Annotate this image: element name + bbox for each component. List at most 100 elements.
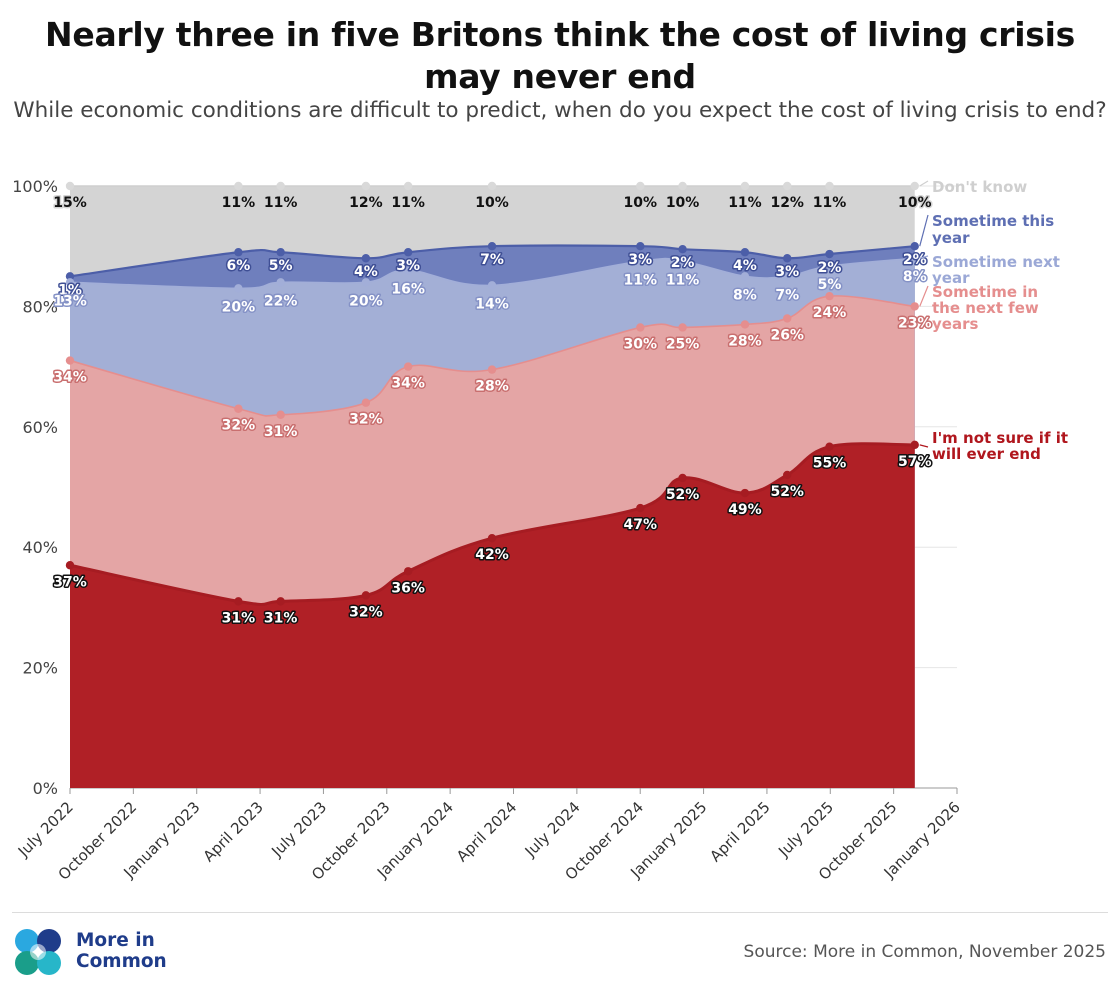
- data-label-nextfew: 32%: [222, 418, 256, 434]
- data-label-thisyear: 4%: [733, 258, 757, 274]
- data-label-nextfew: 32%: [349, 412, 383, 428]
- data-label-nextyear: 16%: [391, 281, 425, 297]
- data-label-dontknow: 12%: [770, 195, 804, 211]
- point-nextfew: [487, 365, 497, 374]
- data-label-dontknow: 11%: [813, 195, 847, 211]
- x-tick-label: July 2025: [774, 798, 837, 861]
- point-never: [276, 597, 285, 606]
- data-label-nextyear: 8%: [903, 269, 927, 285]
- data-label-nextyear: 20%: [349, 293, 383, 309]
- point-nextfew: [910, 302, 919, 311]
- point-nextfew: [740, 320, 750, 329]
- point-dontknow: [487, 181, 497, 191]
- data-label-dontknow: 10%: [475, 195, 509, 211]
- data-label-dontknow: 12%: [349, 195, 383, 211]
- point-thisyear: [910, 242, 919, 251]
- data-label-nextfew: 26%: [770, 327, 804, 343]
- point-thisyear: [740, 248, 750, 257]
- point-dontknow: [276, 181, 285, 191]
- point-dontknow: [825, 181, 834, 191]
- legend-label-never: I'm not sure if it: [932, 429, 1068, 447]
- data-label-dontknow: 11%: [222, 195, 256, 211]
- point-never: [361, 591, 371, 600]
- legend-label-nextyear: Sometime next: [932, 253, 1060, 271]
- data-label-never: 31%: [264, 610, 298, 626]
- data-label-thisyear: 2%: [671, 255, 695, 271]
- data-label-nextyear: 13%: [53, 293, 87, 309]
- data-label-thisyear: 6%: [227, 258, 251, 274]
- logo-wordmark: More in Common: [76, 930, 167, 972]
- y-tick-label: 80%: [22, 297, 58, 316]
- legend-connector-dontknow: [919, 180, 929, 187]
- y-tick-label: 20%: [22, 659, 58, 678]
- data-label-never: 42%: [475, 547, 509, 563]
- data-label-nextyear: 11%: [666, 272, 700, 288]
- point-never: [740, 488, 750, 498]
- data-label-dontknow: 10%: [898, 195, 932, 211]
- data-label-dontknow: 10%: [624, 195, 658, 211]
- footer-divider: [12, 912, 1108, 913]
- point-never: [825, 442, 834, 451]
- point-thisyear: [487, 242, 497, 251]
- data-label-thisyear: 2%: [818, 260, 842, 276]
- point-dontknow: [678, 181, 687, 191]
- data-label-thisyear: 4%: [354, 264, 378, 280]
- legend-label-nextyear: year: [932, 269, 970, 287]
- point-nextyear: [825, 261, 834, 271]
- legend-connector-nextfew: [919, 285, 929, 307]
- point-thisyear: [783, 254, 792, 263]
- data-label-nextyear: 14%: [475, 296, 509, 312]
- legend-label-nextfew: years: [932, 315, 978, 333]
- data-label-never: 52%: [770, 484, 804, 500]
- data-label-nextyear: 20%: [222, 299, 256, 315]
- point-nextfew: [825, 291, 834, 301]
- point-dontknow: [910, 181, 919, 191]
- data-label-nextfew: 34%: [53, 370, 87, 386]
- data-label-nextfew: 34%: [391, 376, 425, 392]
- legend-label-thisyear: Sometime this: [932, 212, 1054, 230]
- legend-connector-never: [919, 444, 929, 448]
- point-nextfew: [783, 314, 792, 323]
- data-label-nextyear: 11%: [624, 272, 658, 288]
- point-nextyear: [783, 272, 792, 281]
- point-thisyear: [825, 249, 834, 259]
- point-thisyear: [276, 248, 285, 257]
- point-never: [910, 440, 919, 450]
- logo-line-1: More in: [76, 930, 155, 951]
- chart-title: Nearly three in five Britons think the c…: [45, 15, 1075, 96]
- data-label-never: 52%: [666, 487, 700, 503]
- point-never: [636, 503, 645, 513]
- y-tick-label: 60%: [22, 418, 58, 437]
- data-label-thisyear: 3%: [396, 258, 420, 274]
- data-label-never: 55%: [813, 456, 847, 472]
- data-label-never: 31%: [222, 610, 256, 626]
- data-label-dontknow: 11%: [728, 195, 762, 211]
- point-nextyear: [361, 278, 371, 287]
- point-nextfew: [65, 356, 75, 365]
- chart-subtitle: While economic conditions are difficult …: [13, 98, 1107, 123]
- data-label-never: 47%: [624, 517, 658, 533]
- x-tick-label: July 2024: [521, 798, 584, 861]
- data-label-nextfew: 25%: [666, 336, 700, 352]
- data-label-nextfew: 24%: [813, 305, 847, 321]
- point-nextyear: [910, 254, 919, 263]
- data-label-never: 37%: [53, 574, 87, 590]
- point-never: [403, 567, 413, 576]
- point-thisyear: [636, 242, 645, 251]
- point-nextfew: [403, 362, 413, 371]
- legend-connector-thisyear: [919, 214, 929, 247]
- point-nextyear: [403, 266, 413, 275]
- point-nextfew: [361, 398, 371, 407]
- data-label-never: 36%: [391, 580, 425, 596]
- y-tick-label: 100%: [12, 177, 58, 196]
- point-thisyear: [403, 248, 413, 257]
- point-nextyear: [65, 278, 75, 287]
- data-label-nextyear: 8%: [733, 287, 757, 303]
- legend-label-never: will ever end: [932, 445, 1041, 463]
- data-label-nextyear: 22%: [264, 293, 298, 309]
- point-nextfew: [276, 410, 285, 419]
- legend-label-thisyear: year: [932, 229, 970, 247]
- data-label-nextfew: 31%: [264, 424, 298, 440]
- data-label-never: 57%: [898, 454, 932, 470]
- x-tick-label: April 2025: [706, 798, 773, 865]
